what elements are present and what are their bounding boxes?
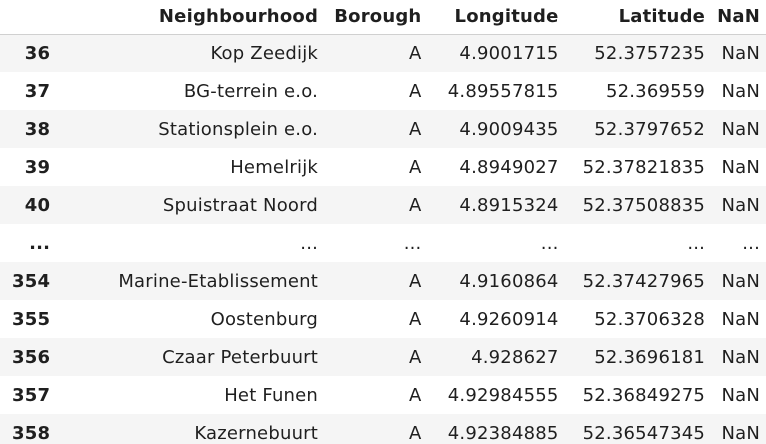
table-row: 40 Spuistraat Noord A 4.8915324 52.37508… [0,186,766,224]
cell-latitude: 52.36547345 [582,422,706,444]
cell-borough: A [408,384,422,406]
table-row: 355 Oostenburg A 4.9260914 52.3706328 Na… [0,300,766,338]
row-index: 357 [12,384,51,406]
cell-latitude: 52.37427965 [582,270,706,292]
cell-longitude: 4.8915324 [459,194,559,216]
row-index: 356 [12,346,51,368]
header-row: Neighbourhood Borough Longitude Latitude… [0,0,766,35]
header-index [0,0,71,35]
cell-borough: ... [403,232,422,254]
table-row: 37 BG-terrein e.o. A 4.89557815 52.36955… [0,72,766,110]
cell-nan: NaN [721,194,760,216]
row-index: 355 [12,308,51,330]
cell-borough: A [408,156,422,178]
cell-neighbourhood: Stationsplein e.o. [158,118,319,140]
cell-nan: NaN [721,156,760,178]
cell-borough: A [408,194,422,216]
cell-longitude: 4.9009435 [459,118,559,140]
cell-borough: A [408,80,422,102]
cell-borough: A [408,118,422,140]
table-row: 358 Kazernebuurt A 4.92384885 52.3654734… [0,414,766,444]
cell-neighbourhood: Kop Zeedijk [210,42,319,64]
cell-neighbourhood: Oostenburg [210,308,319,330]
cell-nan: NaN [721,308,760,330]
header-nan: NaN [711,0,766,35]
row-index: ... [29,232,51,254]
table-row: 356 Czaar Peterbuurt A 4.928627 52.36961… [0,338,766,376]
cell-longitude: 4.92984555 [447,384,559,406]
cell-latitude: 52.3696181 [594,346,706,368]
row-index: 354 [12,270,51,292]
cell-latitude: 52.369559 [605,80,706,102]
cell-nan: NaN [721,422,760,444]
header-longitude: Longitude [427,0,565,35]
cell-latitude: 52.37821835 [582,156,706,178]
cell-borough: A [408,42,422,64]
cell-latitude: 52.3797652 [594,118,706,140]
cell-neighbourhood: Czaar Peterbuurt [162,346,319,368]
row-index: 38 [24,118,51,140]
ellipsis-row: ... ... ... ... ... ... [0,224,766,262]
cell-neighbourhood: Kazernebuurt [194,422,319,444]
cell-borough: A [408,422,422,444]
cell-longitude: 4.92384885 [447,422,559,444]
cell-longitude: 4.9001715 [459,42,559,64]
table-header: Neighbourhood Borough Longitude Latitude… [0,0,766,35]
cell-neighbourhood: Spuistraat Noord [162,194,319,216]
table-row: 38 Stationsplein e.o. A 4.9009435 52.379… [0,110,766,148]
header-neighbourhood: Neighbourhood [70,0,325,35]
cell-neighbourhood: Het Funen [224,384,319,406]
cell-neighbourhood: Marine-Etablissement [118,270,319,292]
cell-neighbourhood: BG-terrein e.o. [183,80,319,102]
table-row: 357 Het Funen A 4.92984555 52.36849275 N… [0,376,766,414]
cell-latitude: ... [687,232,706,254]
cell-nan: NaN [721,42,760,64]
header-borough: Borough [324,0,428,35]
cell-longitude: 4.9160864 [459,270,559,292]
table-body: 36 Kop Zeedijk A 4.9001715 52.3757235 Na… [0,34,766,444]
cell-borough: A [408,308,422,330]
cell-nan: NaN [721,384,760,406]
cell-longitude: 4.89557815 [447,80,559,102]
cell-nan: NaN [721,270,760,292]
row-index: 36 [24,42,51,64]
row-index: 40 [24,194,51,216]
cell-nan: NaN [721,80,760,102]
header-latitude: Latitude [564,0,712,35]
cell-longitude: 4.928627 [471,346,559,368]
cell-latitude: 52.3757235 [594,42,706,64]
row-index: 358 [12,422,51,444]
cell-longitude: 4.8949027 [459,156,559,178]
cell-longitude: ... [540,232,559,254]
cell-latitude: 52.3706328 [594,308,706,330]
cell-nan: NaN [721,118,760,140]
table-row: 39 Hemelrijk A 4.8949027 52.37821835 NaN [0,148,766,186]
cell-latitude: 52.36849275 [582,384,706,406]
cell-neighbourhood: Hemelrijk [230,156,319,178]
cell-borough: A [408,270,422,292]
row-index: 37 [24,80,51,102]
table-row: 36 Kop Zeedijk A 4.9001715 52.3757235 Na… [0,34,766,72]
row-index: 39 [24,156,51,178]
cell-neighbourhood: ... [300,232,319,254]
cell-longitude: 4.9260914 [459,308,559,330]
table-row: 354 Marine-Etablissement A 4.9160864 52.… [0,262,766,300]
cell-borough: A [408,346,422,368]
cell-nan: NaN [721,346,760,368]
cell-latitude: 52.37508835 [582,194,706,216]
cell-nan: ... [742,232,760,254]
